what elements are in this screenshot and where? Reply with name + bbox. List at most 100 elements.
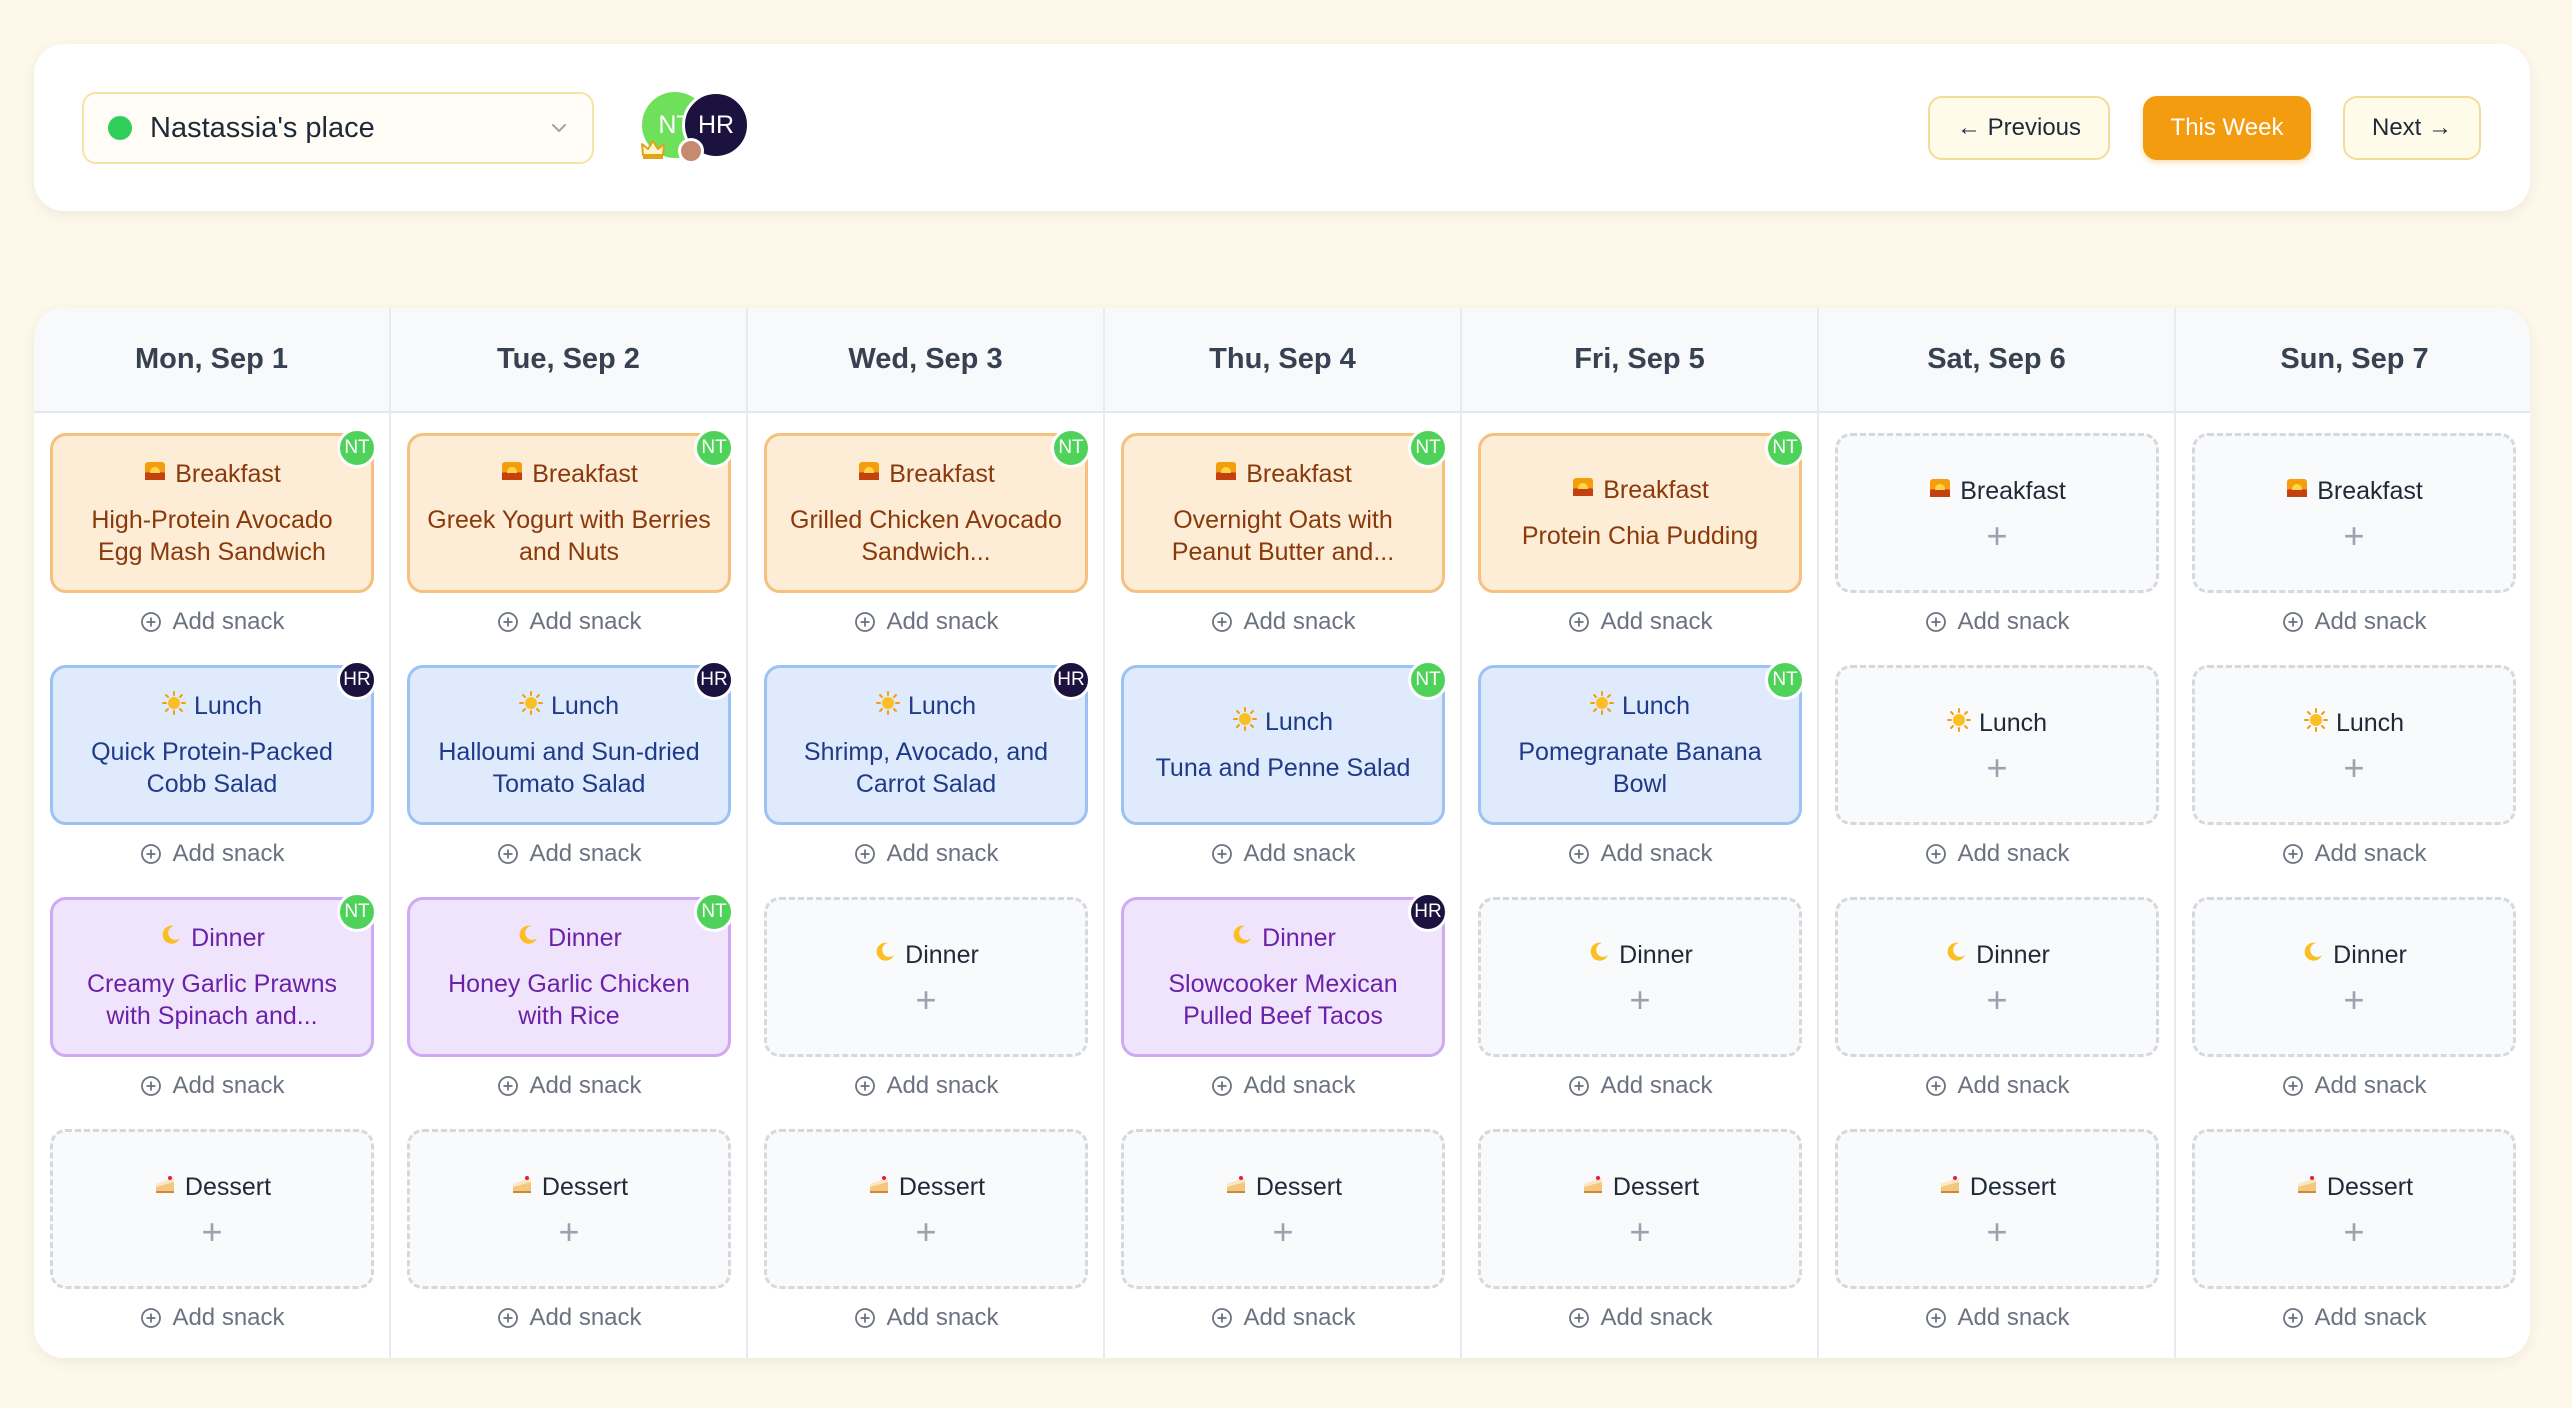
breakfast-slot[interactable]: Breakfast High-Protein Avocado Egg Mash S… [50,428,377,593]
add-snack-button[interactable]: Add snack [748,605,1105,639]
dinner-slot[interactable]: Dinner + [1478,897,1802,1057]
lunch-slot[interactable]: Lunch + [2192,665,2516,825]
add-snack-button[interactable]: Add snack [2176,837,2530,871]
dinner-slot[interactable]: Dinner + [764,897,1088,1057]
recipe-name[interactable]: Overnight Oats with Peanut Butter and... [1171,505,1395,566]
add-snack-button[interactable]: Add snack [1105,605,1462,639]
recipe-name[interactable]: Creamy Garlic Prawns with Spinach and... [86,969,338,1030]
breakfast-slot[interactable]: Breakfast Protein Chia Pudding NT [1478,428,1805,593]
breakfast-slot[interactable]: Breakfast Overnight Oats with Peanut Butt… [1121,428,1448,593]
add-snack-button[interactable]: Add snack [1462,837,1819,871]
household-selector[interactable]: Nastassia's place [82,92,594,164]
lunch-slot[interactable]: Lunch Pomegranate Banana Bowl NT [1478,660,1805,825]
add-snack-button[interactable]: Add snack [34,605,391,639]
add-snack-button[interactable]: Add snack [1462,1301,1819,1335]
recipe-name[interactable]: Quick Protein-Packed Cobb Salad [91,737,333,798]
add-snack-button[interactable]: Add snack [1819,837,2176,871]
add-snack-label: Add snack [172,1072,285,1099]
add-snack-button[interactable]: Add snack [1819,1069,2176,1103]
add-snack-button[interactable]: Add snack [2176,605,2530,639]
add-meal-icon[interactable]: + [201,1210,223,1252]
lunch-slot[interactable]: Lunch + [1835,665,2159,825]
add-meal-icon[interactable]: + [2343,978,2365,1020]
dessert-slot[interactable]: Dessert + [2192,1129,2516,1289]
dessert-slot[interactable]: Dessert + [1478,1129,1802,1289]
add-snack-button[interactable]: Add snack [1462,1069,1819,1103]
sun-icon [875,690,900,722]
recipe-name[interactable]: Honey Garlic Chicken with Rice [448,969,690,1030]
add-snack-button[interactable]: Add snack [1105,1301,1462,1335]
dessert-slot[interactable]: Dessert + [1835,1129,2159,1289]
add-snack-button[interactable]: Add snack [1819,1301,2176,1335]
add-meal-icon[interactable]: + [558,1210,580,1252]
member-avatars[interactable]: NT HR [641,91,782,164]
add-snack-button[interactable]: Add snack [1105,837,1462,871]
recipe-name[interactable]: Slowcooker Mexican Pulled Beef Tacos [1168,969,1398,1030]
add-meal-icon[interactable]: + [1986,746,2008,788]
dinner-slot[interactable]: Dinner Honey Garlic Chicken with Rice NT [407,892,734,1057]
add-snack-label: Add snack [172,1304,285,1331]
recipe-name[interactable]: Pomegranate Banana Bowl [1518,737,1762,798]
dessert-label: Dessert [1938,1172,2056,1203]
add-meal-icon[interactable]: + [2343,514,2365,556]
add-snack-button[interactable]: Add snack [1105,1069,1462,1103]
previous-week-button[interactable]: ← Previous [1928,96,2110,160]
recipe-name[interactable]: Grilled Chicken Avocado Sandwich... [790,505,1062,566]
add-snack-label: Add snack [2314,1072,2427,1099]
next-week-button[interactable]: Next → [2343,96,2481,160]
add-snack-button[interactable]: Add snack [1819,605,2176,639]
lunch-slot[interactable]: Lunch Quick Protein-Packed Cobb Salad HR [50,660,377,825]
day-column: Thu, Sep 4 Breakfast Overnight Oats with P… [1105,308,1462,1358]
recipe-name[interactable]: High-Protein Avocado Egg Mash Sandwich [91,505,333,566]
add-meal-icon[interactable]: + [1986,514,2008,556]
add-meal-icon[interactable]: + [1629,1210,1651,1252]
lunch-slot[interactable]: Lunch Tuna and Penne Salad NT [1121,660,1448,825]
dessert-slot[interactable]: Dessert + [50,1129,374,1289]
dessert-slot[interactable]: Dessert + [764,1129,1088,1289]
add-snack-button[interactable]: Add snack [2176,1301,2530,1335]
dessert-slot[interactable]: Dessert + [407,1129,731,1289]
breakfast-slot[interactable]: Breakfast + [1835,433,2159,593]
recipe-name[interactable]: Protein Chia Pudding [1521,521,1759,550]
add-snack-button[interactable]: Add snack [34,1301,391,1335]
breakfast-slot[interactable]: Breakfast Greek Yogurt with Berries and N… [407,428,734,593]
dessert-label: Dessert [867,1172,985,1203]
status-dot [108,116,132,140]
lunch-slot[interactable]: Lunch Shrimp, Avocado, and Carrot Salad HR [764,660,1091,825]
this-week-button[interactable]: This Week [2143,96,2311,160]
day-header: Fri, Sep 5 [1462,308,1817,413]
breakfast-slot[interactable]: Breakfast Grilled Chicken Avocado Sandwic… [764,428,1091,593]
add-snack-button[interactable]: Add snack [391,1301,748,1335]
dinner-slot[interactable]: Dinner Creamy Garlic Prawns with Spinach … [50,892,377,1057]
add-meal-icon[interactable]: + [1272,1210,1294,1252]
add-meal-icon[interactable]: + [2343,746,2365,788]
recipe-name[interactable]: Shrimp, Avocado, and Carrot Salad [803,737,1049,798]
add-meal-icon[interactable]: + [1629,978,1651,1020]
lunch-label: Lunch [2303,707,2404,739]
add-snack-button[interactable]: Add snack [34,837,391,871]
dessert-slot[interactable]: Dessert + [1121,1129,1445,1289]
lunch-slot[interactable]: Lunch Halloumi and Sun-dried Tomato Salad… [407,660,734,825]
dinner-slot[interactable]: Dinner + [1835,897,2159,1057]
add-meal-icon[interactable]: + [915,978,937,1020]
recipe-name[interactable]: Tuna and Penne Salad [1155,753,1411,782]
add-snack-button[interactable]: Add snack [748,1069,1105,1103]
recipe-name[interactable]: Greek Yogurt with Berries and Nuts [427,505,711,566]
add-meal-icon[interactable]: + [915,1210,937,1252]
add-meal-icon[interactable]: + [2343,1210,2365,1252]
dinner-slot[interactable]: Dinner + [2192,897,2516,1057]
add-meal-icon[interactable]: + [1986,978,2008,1020]
add-snack-button[interactable]: Add snack [1462,605,1819,639]
add-snack-button[interactable]: Add snack [748,837,1105,871]
add-snack-button[interactable]: Add snack [2176,1069,2530,1103]
add-snack-button[interactable]: Add snack [391,605,748,639]
add-snack-button[interactable]: Add snack [391,837,748,871]
add-snack-button[interactable]: Add snack [34,1069,391,1103]
recipe-name[interactable]: Halloumi and Sun-dried Tomato Salad [438,737,700,798]
add-snack-button[interactable]: Add snack [748,1301,1105,1335]
add-meal-icon[interactable]: + [1986,1210,2008,1252]
add-snack-button[interactable]: Add snack [391,1069,748,1103]
avatar[interactable]: HR [682,91,750,159]
breakfast-slot[interactable]: Breakfast + [2192,433,2516,593]
dinner-slot[interactable]: Dinner Slowcooker Mexican Pulled Beef Tac… [1121,892,1448,1057]
